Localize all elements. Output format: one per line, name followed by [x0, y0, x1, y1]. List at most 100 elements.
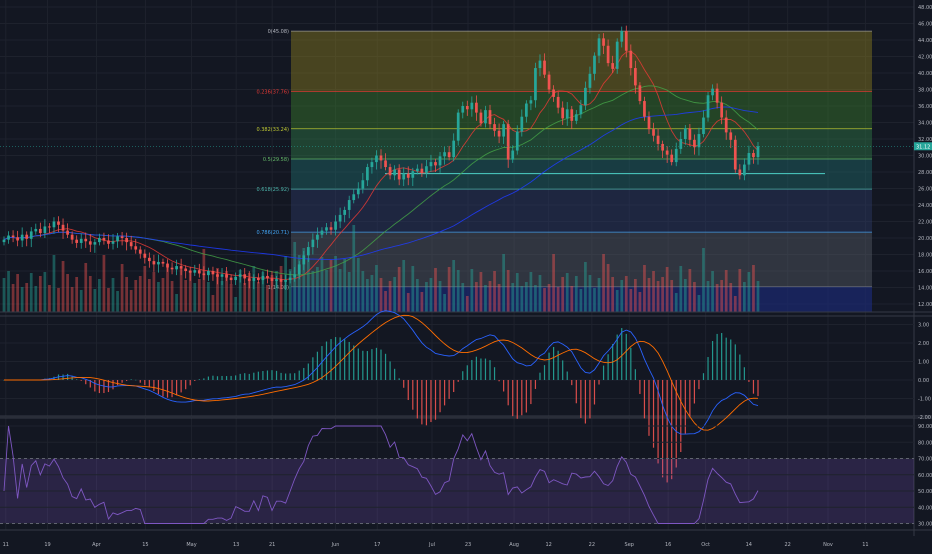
candle-body — [188, 271, 192, 273]
candle-body — [683, 128, 687, 139]
candle-body — [493, 124, 496, 131]
macd-histogram-bar — [453, 380, 455, 393]
candle-body — [29, 231, 33, 239]
volume-bar — [356, 258, 360, 312]
candle-body — [38, 228, 42, 234]
macd-histogram-bar — [135, 379, 137, 381]
macd-histogram-bar — [298, 370, 300, 380]
candle-body — [79, 238, 83, 243]
macd-histogram-bar — [743, 367, 745, 380]
volume-bar — [643, 265, 646, 312]
volume-bar — [697, 295, 701, 312]
volume-bar — [220, 281, 224, 312]
macd-histogram-bar — [698, 380, 700, 390]
rsi-tick-label: 80.00 — [918, 440, 932, 446]
volume-bar — [384, 291, 387, 312]
volume-bar — [275, 271, 278, 312]
candle-body — [302, 255, 306, 265]
candle-body — [61, 224, 65, 231]
macd-histogram-bar — [157, 380, 160, 394]
volume-bar — [388, 281, 392, 312]
candle-body — [465, 106, 469, 110]
volume-bar — [234, 297, 238, 312]
macd-histogram-bar — [516, 380, 518, 419]
candle-body — [7, 235, 10, 240]
volume-bar — [452, 260, 456, 312]
candle-body — [179, 266, 183, 269]
volume-bar — [425, 282, 428, 312]
macd-histogram-bar — [448, 380, 450, 399]
volume-bar — [288, 269, 292, 312]
fib-level-label: 1(14.08) — [268, 285, 289, 291]
candle-body — [620, 30, 624, 42]
time-tick-label: 11 — [3, 542, 9, 548]
candle-body — [720, 102, 724, 118]
volume-bar — [693, 282, 696, 312]
macd-histogram-bar — [221, 375, 223, 380]
candle-body — [584, 87, 587, 106]
candle-body — [420, 168, 424, 173]
macd-histogram-bar — [225, 376, 228, 380]
macd-histogram-bar — [598, 380, 600, 385]
macd-histogram-bar — [675, 380, 677, 468]
macd-histogram-bar — [353, 345, 355, 380]
volume-bar — [98, 279, 101, 312]
candle-body — [384, 160, 387, 168]
macd-histogram-bar — [534, 380, 537, 389]
candle-body — [275, 279, 278, 281]
volume-bar — [147, 279, 151, 312]
volume-bar — [120, 264, 124, 312]
candle-body — [565, 109, 569, 119]
macd-histogram-bar — [94, 380, 96, 392]
volume-bar — [738, 269, 742, 312]
time-tick-label: 15 — [142, 542, 148, 548]
candle-body — [638, 85, 642, 102]
candle-body — [288, 277, 292, 281]
macd-histogram-bar — [548, 352, 550, 380]
time-tick-label: 11 — [862, 542, 868, 548]
volume-bar — [570, 286, 574, 312]
candle-body — [425, 166, 428, 173]
volume-bar — [34, 286, 38, 312]
rsi-tick-label: 60.00 — [918, 473, 932, 479]
candle-body — [552, 89, 555, 97]
macd-histogram-bar — [457, 380, 459, 382]
volume-bar — [706, 281, 710, 312]
candle-body — [184, 268, 188, 271]
macd-histogram-bar — [739, 354, 741, 380]
macd-histogram-bar — [666, 380, 668, 483]
macd-histogram-bar — [652, 380, 655, 448]
macd-histogram-bar — [475, 356, 477, 380]
candle-body — [125, 238, 129, 243]
time-tick-label: 14 — [746, 542, 752, 548]
time-tick-label: 22 — [784, 542, 790, 548]
volume-bar — [7, 271, 10, 312]
candle-body — [261, 275, 265, 281]
macd-histogram-bar — [616, 334, 618, 380]
time-tick-label: Aug — [509, 542, 519, 548]
price-tick-label: 20.00 — [918, 236, 932, 242]
volume-bar — [674, 293, 678, 312]
macd-histogram-bar — [671, 380, 673, 480]
volume-bar — [584, 262, 587, 312]
candle-body — [388, 167, 392, 176]
candle-body — [543, 60, 546, 75]
macd-histogram-bar — [239, 373, 241, 380]
candle-body — [497, 130, 501, 137]
macd-histogram-bar — [394, 368, 396, 380]
candle-body — [247, 278, 251, 281]
macd-histogram-bar — [643, 380, 646, 419]
candle-body — [252, 277, 256, 281]
volume-bar — [561, 277, 565, 312]
candle-body — [225, 274, 228, 278]
volume-bar — [216, 268, 219, 312]
volume-bar — [552, 254, 555, 312]
macd-histogram-bar — [480, 358, 482, 380]
candle-body — [679, 139, 683, 149]
candle-body — [693, 139, 696, 148]
macd-histogram-bar — [280, 372, 282, 380]
macd-histogram-bar — [593, 380, 596, 405]
candle-body — [456, 112, 460, 141]
price-tick-label: 38.00 — [918, 88, 932, 94]
